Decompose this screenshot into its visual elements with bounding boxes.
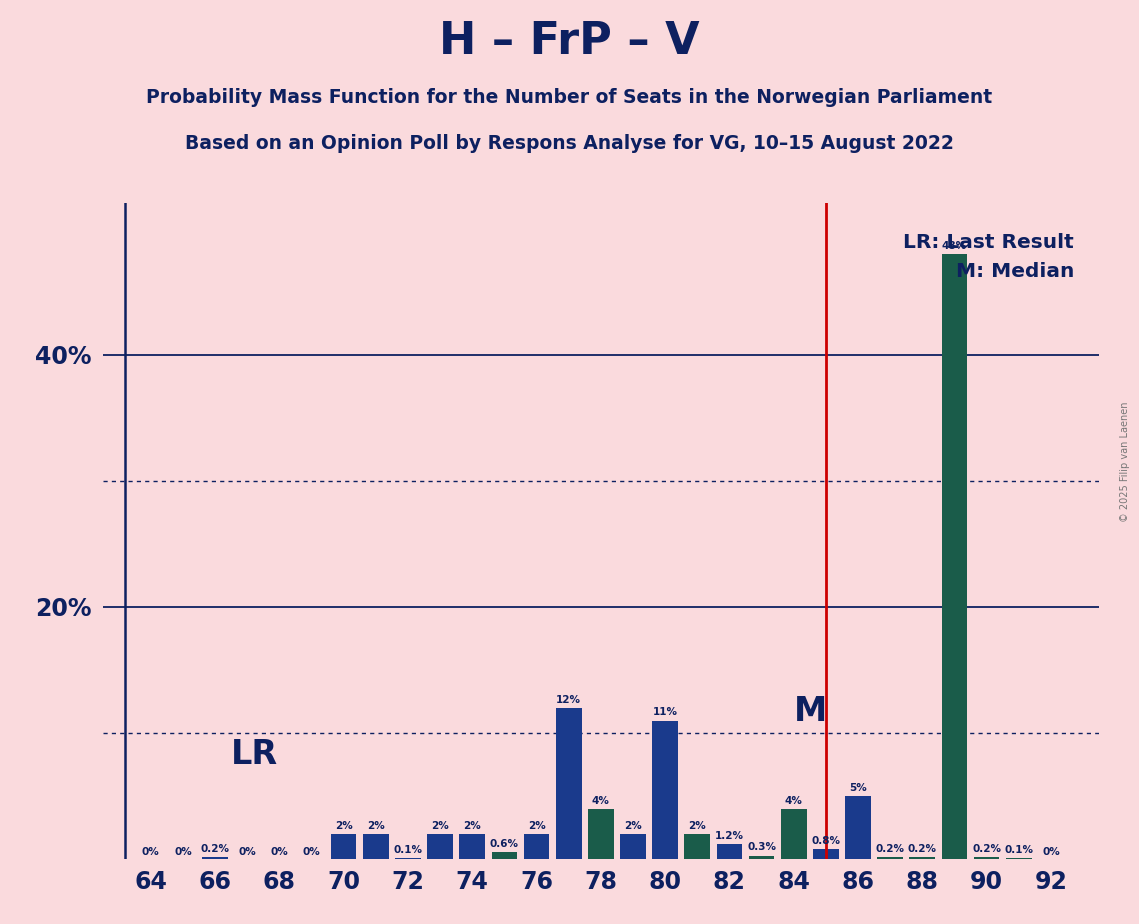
Text: H – FrP – V: H – FrP – V — [440, 20, 699, 63]
Text: M: M — [794, 695, 827, 728]
Bar — [363, 834, 388, 859]
Bar — [395, 858, 420, 859]
Text: 0%: 0% — [238, 847, 256, 857]
Bar — [716, 845, 743, 859]
Bar — [974, 857, 1000, 859]
Text: 2%: 2% — [335, 821, 352, 831]
Text: 11%: 11% — [653, 708, 678, 717]
Text: 0.8%: 0.8% — [811, 836, 841, 846]
Bar — [620, 834, 646, 859]
Text: 2%: 2% — [464, 821, 481, 831]
Text: 0.6%: 0.6% — [490, 839, 519, 848]
Text: 0.3%: 0.3% — [747, 843, 776, 852]
Bar — [748, 856, 775, 859]
Bar — [330, 834, 357, 859]
Text: 4%: 4% — [592, 796, 609, 806]
Text: 48%: 48% — [942, 240, 967, 250]
Text: 4%: 4% — [785, 796, 803, 806]
Bar — [459, 834, 485, 859]
Text: 0.2%: 0.2% — [200, 844, 230, 854]
Text: 2%: 2% — [367, 821, 385, 831]
Text: Probability Mass Function for the Number of Seats in the Norwegian Parliament: Probability Mass Function for the Number… — [147, 88, 992, 106]
Bar — [524, 834, 549, 859]
Text: 2%: 2% — [527, 821, 546, 831]
Bar — [202, 857, 228, 859]
Text: 2%: 2% — [432, 821, 449, 831]
Bar — [781, 808, 806, 859]
Bar — [813, 849, 838, 859]
Text: 0.2%: 0.2% — [876, 844, 904, 854]
Text: 0.1%: 0.1% — [1005, 845, 1033, 855]
Bar — [877, 857, 903, 859]
Text: Based on an Opinion Poll by Respons Analyse for VG, 10–15 August 2022: Based on an Opinion Poll by Respons Anal… — [185, 134, 954, 152]
Text: 0%: 0% — [174, 847, 191, 857]
Text: 0.1%: 0.1% — [393, 845, 423, 855]
Bar — [427, 834, 453, 859]
Bar — [909, 857, 935, 859]
Text: © 2025 Filip van Laenen: © 2025 Filip van Laenen — [1121, 402, 1130, 522]
Text: M: Median: M: Median — [956, 262, 1074, 281]
Bar — [685, 834, 710, 859]
Bar — [492, 852, 517, 859]
Text: 0%: 0% — [1042, 847, 1059, 857]
Text: 12%: 12% — [556, 695, 581, 705]
Text: 0%: 0% — [270, 847, 288, 857]
Text: 0%: 0% — [303, 847, 320, 857]
Text: 0%: 0% — [142, 847, 159, 857]
Bar — [845, 796, 871, 859]
Bar — [942, 254, 967, 859]
Bar — [1006, 858, 1032, 859]
Text: LR: LR — [231, 738, 278, 771]
Bar — [653, 721, 678, 859]
Text: 2%: 2% — [688, 821, 706, 831]
Text: 2%: 2% — [624, 821, 642, 831]
Text: 0.2%: 0.2% — [972, 844, 1001, 854]
Bar — [556, 708, 582, 859]
Text: 0.2%: 0.2% — [908, 844, 936, 854]
Text: 1.2%: 1.2% — [715, 831, 744, 841]
Bar — [588, 808, 614, 859]
Text: LR: Last Result: LR: Last Result — [903, 233, 1074, 252]
Text: 5%: 5% — [850, 783, 867, 793]
